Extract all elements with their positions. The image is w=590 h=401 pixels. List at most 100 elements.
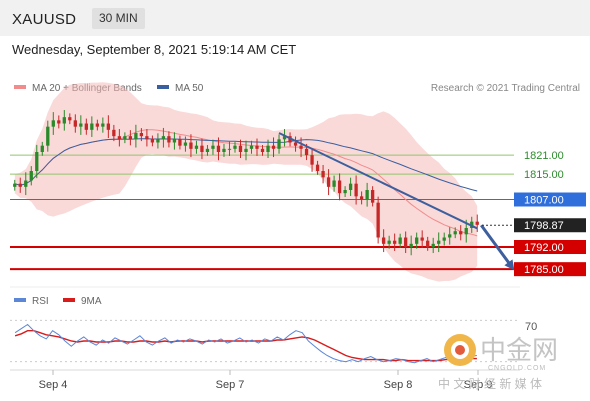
candle-body: [271, 145, 276, 149]
candle-body: [51, 120, 55, 127]
candle-body: [442, 237, 446, 241]
candle-body: [376, 202, 380, 238]
timeframe-button[interactable]: 30 MIN: [92, 8, 145, 29]
candle-body: [354, 183, 358, 197]
projection-arrowhead: [504, 259, 515, 271]
candle-body: [68, 117, 72, 121]
candle-body: [448, 234, 452, 238]
x-tick-label: Sep 4: [39, 379, 68, 391]
candle-body: [370, 190, 375, 203]
level-tag-1785.00: [514, 262, 586, 277]
watermark: 中金网 CNGOLD.COM 中 文 财 经 新 媒 体: [438, 328, 588, 394]
candle-body: [73, 120, 77, 127]
candle-body: [183, 142, 188, 146]
level-label-1785.00: 1785.00: [524, 264, 564, 276]
candle-body: [233, 145, 237, 149]
rsi-ma-legend-label: 9MA: [81, 296, 102, 307]
candle-body: [404, 237, 408, 247]
candle-body: [337, 180, 342, 194]
watermark-title: 中金网: [480, 335, 558, 365]
candle-body: [117, 136, 122, 140]
last-price-label: 1798.87: [524, 220, 564, 232]
candle-body: [398, 237, 402, 244]
level-label-1807.00: 1807.00: [524, 195, 564, 207]
candle-body: [409, 243, 413, 247]
candle-body: [24, 180, 28, 187]
watermark-subtitle: CNGOLD.COM: [488, 365, 546, 372]
candle-body: [321, 171, 325, 178]
ma50-legend-label: MA 50: [175, 83, 204, 94]
candle-body: [304, 148, 309, 156]
candle-body: [40, 145, 44, 152]
candle-body: [18, 183, 22, 187]
rsi-legend-swatch: [14, 298, 26, 302]
candle-body: [106, 123, 111, 130]
candle-body: [277, 139, 281, 149]
candle-body: [216, 145, 221, 152]
candle-body: [95, 123, 99, 127]
projection-arrow: [480, 224, 514, 269]
candle-body: [134, 133, 138, 140]
rsi-level-label: 70: [525, 321, 537, 333]
candle-body: [57, 120, 61, 124]
candle-body: [453, 231, 457, 235]
candle-body: [387, 240, 391, 244]
candle-body: [437, 240, 441, 244]
rsi-line: [14, 323, 477, 364]
candle-body: [249, 145, 254, 149]
candle-body: [266, 145, 270, 152]
candle-body: [161, 136, 166, 140]
candle-body: [222, 148, 226, 152]
candle-body: [128, 136, 133, 140]
candle-body: [156, 139, 160, 143]
ma50-legend-swatch: [157, 85, 169, 89]
rsi-ma-line: [14, 330, 477, 362]
candle-body: [123, 136, 127, 140]
credit-label: Research © 2021 Trading Central: [431, 83, 580, 94]
candle-body: [178, 139, 182, 146]
candle-body: [459, 231, 463, 235]
candle-body: [150, 139, 155, 143]
level-tag-1807.00: [514, 192, 586, 207]
candle-body: [101, 123, 105, 127]
x-tick-label: Sep 9: [464, 379, 493, 391]
candle-body: [112, 129, 116, 137]
candle-body: [293, 142, 298, 146]
candle-body: [211, 145, 215, 149]
candle-body: [84, 123, 88, 130]
candle-body: [194, 145, 199, 149]
candle-body: [79, 123, 83, 127]
candle-body: [62, 117, 66, 124]
candle-body: [145, 136, 149, 140]
candle-body: [426, 240, 430, 247]
candle-body: [90, 123, 94, 130]
candle-body: [13, 183, 17, 187]
candle-body: [420, 237, 424, 241]
candle-body: [464, 228, 468, 235]
candle-body: [244, 148, 248, 152]
last-price-tag: [514, 218, 586, 233]
candle-body: [46, 126, 50, 146]
candle-body: [431, 243, 435, 247]
candle-body: [475, 221, 479, 225]
candle-body: [365, 190, 369, 200]
candle-body: [200, 145, 204, 152]
trend-line: [278, 132, 478, 230]
candle-body: [205, 148, 210, 152]
watermark-tagline: 中 文 财 经 新 媒 体: [438, 376, 542, 391]
candle-body: [238, 145, 243, 152]
candle-body: [189, 142, 193, 149]
candle-body: [139, 133, 144, 137]
bollinger-band: [14, 82, 478, 282]
ma20-legend-swatch: [14, 85, 26, 89]
symbol-label: XAUUSD: [12, 11, 77, 28]
candle-body: [310, 155, 314, 165]
rsi-legend-label: RSI: [32, 296, 49, 307]
candle-body: [299, 145, 303, 149]
datetime-label: Wednesday, September 8, 2021 5:19:14 AM …: [12, 42, 297, 57]
level-tag-1792.00: [514, 240, 586, 254]
candle-body: [255, 145, 259, 149]
candle-body: [315, 164, 320, 171]
candle-body: [359, 196, 364, 200]
level-label-1792.00: 1792.00: [524, 242, 564, 254]
